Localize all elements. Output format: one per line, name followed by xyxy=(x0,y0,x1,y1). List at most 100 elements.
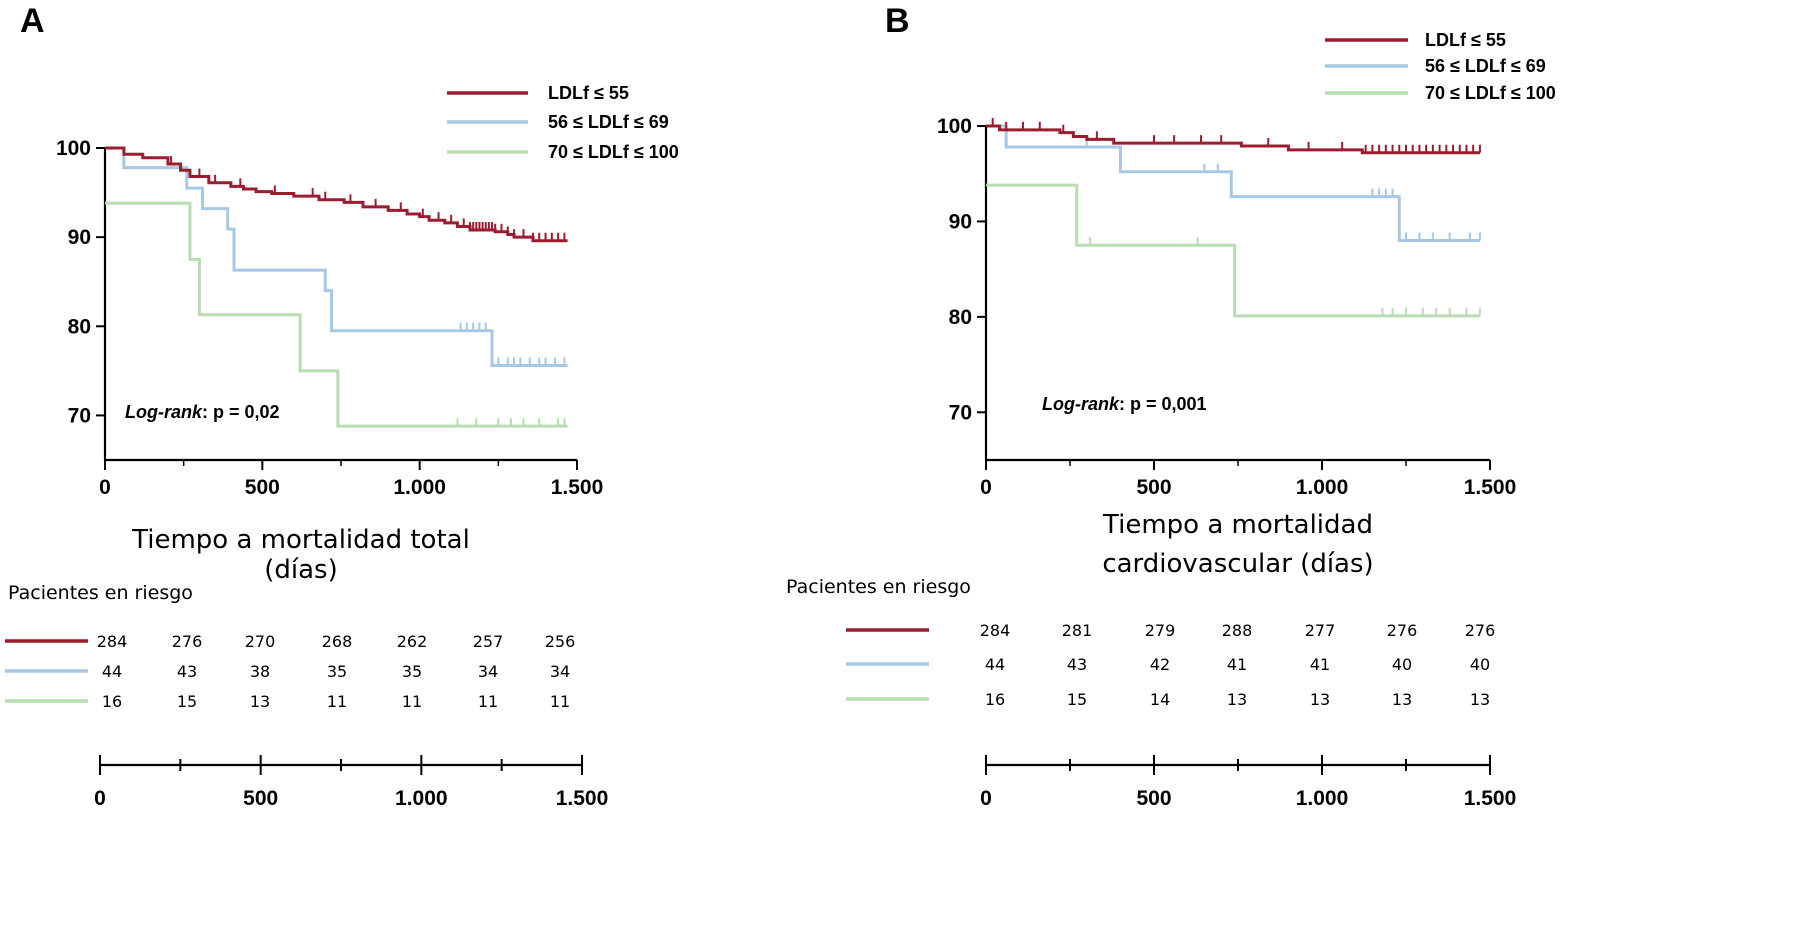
risk-count: 256 xyxy=(545,632,576,651)
risk-count: 13 xyxy=(1392,690,1412,709)
y-tick-label: 80 xyxy=(68,315,91,338)
risk-count: 11 xyxy=(327,692,347,711)
survival-curve xyxy=(986,124,1480,155)
series-2 xyxy=(105,146,568,368)
x-axis-title-line1: Tiempo a mortalidad total xyxy=(131,525,470,555)
risk-table: Pacientes en riesgo 284 276 270 268 262 257 256… xyxy=(5,582,575,711)
y-tick-label: 70 xyxy=(68,404,91,427)
risk-count: 38 xyxy=(250,662,270,681)
panel-letter: A xyxy=(20,2,45,40)
risk-count: 34 xyxy=(550,662,570,681)
risk-axis-tick-label: 500 xyxy=(243,787,278,810)
risk-count: 11 xyxy=(550,692,570,711)
y-tick-label: 100 xyxy=(937,115,972,138)
risk-axis-tick-label: 0 xyxy=(94,787,106,810)
risk-count: 277 xyxy=(1305,621,1336,640)
risk-count: 43 xyxy=(1067,655,1087,674)
axes: 70 80 90 100 0 500 1.000 1.500 xyxy=(56,137,603,499)
x-tick-label: 1.000 xyxy=(393,476,446,499)
risk-count: 288 xyxy=(1222,621,1253,640)
x-axis-title-line1: Tiempo a mortalidad xyxy=(1102,510,1373,540)
legend: LDLf ≤ 55 56 ≤ LDLf ≤ 69 70 ≤ LDLf ≤ 100 xyxy=(1325,30,1556,103)
risk-count: 34 xyxy=(478,662,498,681)
risk-count: 16 xyxy=(985,690,1005,709)
x-tick-label: 500 xyxy=(1136,476,1171,499)
y-tick-label: 80 xyxy=(949,306,972,329)
series-3 xyxy=(986,183,1481,318)
risk-count: 41 xyxy=(1227,655,1247,674)
risk-axis-tick-label: 1.500 xyxy=(556,787,609,810)
risk-count: 284 xyxy=(97,632,128,651)
risk-count: 43 xyxy=(177,662,197,681)
panel-a: A 70 80 90 100 0 500 1.000 1.500 Tiempo a mortali… xyxy=(5,2,679,810)
risk-count: 262 xyxy=(397,632,428,651)
legend-label: LDLf ≤ 55 xyxy=(1425,30,1506,50)
risk-table: Pacientes en riesgo 284 281 279 288 277 276 276… xyxy=(786,576,1495,709)
panel-b: B 70 80 90 100 0 500 1.000 1.500 Tiempo a mortali… xyxy=(786,2,1556,810)
log-rank-annotation: Log-rank: p = 0,001 xyxy=(1042,394,1207,414)
risk-count: 257 xyxy=(473,632,504,651)
risk-count: 35 xyxy=(327,662,347,681)
survival-curve xyxy=(105,146,568,243)
log-rank-value: : p = 0,02 xyxy=(202,402,280,422)
risk-table-axis: 0 500 1.000 1.500 xyxy=(980,755,1516,810)
x-tick-label: 500 xyxy=(245,476,280,499)
series-3 xyxy=(105,201,568,428)
risk-count: 279 xyxy=(1145,621,1176,640)
risk-count: 13 xyxy=(1227,690,1247,709)
survival-curve xyxy=(105,146,568,368)
risk-count: 11 xyxy=(402,692,422,711)
risk-count: 13 xyxy=(1470,690,1490,709)
x-tick-label: 1.500 xyxy=(551,476,604,499)
risk-count: 270 xyxy=(245,632,276,651)
risk-count: 44 xyxy=(985,655,1005,674)
risk-count: 276 xyxy=(1387,621,1418,640)
risk-count: 268 xyxy=(322,632,353,651)
risk-axis-tick-label: 0 xyxy=(980,787,992,810)
risk-axis-tick-label: 1.000 xyxy=(395,787,448,810)
risk-count: 40 xyxy=(1470,655,1490,674)
y-tick-label: 90 xyxy=(949,210,972,233)
log-rank-label: Log-rank xyxy=(125,402,203,422)
risk-table-axis: 0 500 1.000 1.500 xyxy=(94,755,608,810)
risk-count: 276 xyxy=(172,632,203,651)
legend-label: 70 ≤ LDLf ≤ 100 xyxy=(548,142,679,162)
risk-count: 41 xyxy=(1310,655,1330,674)
y-tick-label: 70 xyxy=(949,401,972,424)
risk-count: 13 xyxy=(1310,690,1330,709)
risk-count: 284 xyxy=(980,621,1011,640)
legend-label: 56 ≤ LDLf ≤ 69 xyxy=(548,112,669,132)
x-tick-label: 0 xyxy=(99,476,111,499)
risk-count: 15 xyxy=(1067,690,1087,709)
x-tick-label: 1.000 xyxy=(1296,476,1349,499)
risk-count: 42 xyxy=(1150,655,1170,674)
risk-axis-tick-label: 1.500 xyxy=(1464,787,1517,810)
survival-curve xyxy=(105,201,568,428)
risk-axis-tick-label: 1.000 xyxy=(1296,787,1349,810)
series-1 xyxy=(105,146,568,243)
x-axis-title-line2: cardiovascular (días) xyxy=(1102,549,1373,579)
log-rank-label: Log-rank xyxy=(1042,394,1120,414)
panel-letter: B xyxy=(885,2,910,40)
log-rank-value: : p = 0,001 xyxy=(1119,394,1207,414)
risk-count: 15 xyxy=(177,692,197,711)
risk-count: 16 xyxy=(102,692,122,711)
risk-table-title: Pacientes en riesgo xyxy=(8,582,193,604)
axes: 70 80 90 100 0 500 1.000 1.500 xyxy=(937,115,1516,499)
risk-count: 11 xyxy=(478,692,498,711)
risk-count: 40 xyxy=(1392,655,1412,674)
log-rank-annotation: Log-rank: p = 0,02 xyxy=(125,402,280,422)
risk-axis-tick-label: 500 xyxy=(1136,787,1171,810)
risk-count: 44 xyxy=(102,662,122,681)
legend-label: LDLf ≤ 55 xyxy=(548,83,629,103)
risk-count: 14 xyxy=(1150,690,1170,709)
risk-count: 281 xyxy=(1062,621,1093,640)
legend: LDLf ≤ 55 56 ≤ LDLf ≤ 69 70 ≤ LDLf ≤ 100 xyxy=(447,83,679,162)
y-tick-label: 90 xyxy=(68,226,91,249)
x-axis-title-line2: (días) xyxy=(264,555,338,585)
risk-count: 276 xyxy=(1465,621,1496,640)
x-tick-label: 1.500 xyxy=(1464,476,1517,499)
legend-label: 70 ≤ LDLf ≤ 100 xyxy=(1425,83,1556,103)
risk-count: 35 xyxy=(402,662,422,681)
